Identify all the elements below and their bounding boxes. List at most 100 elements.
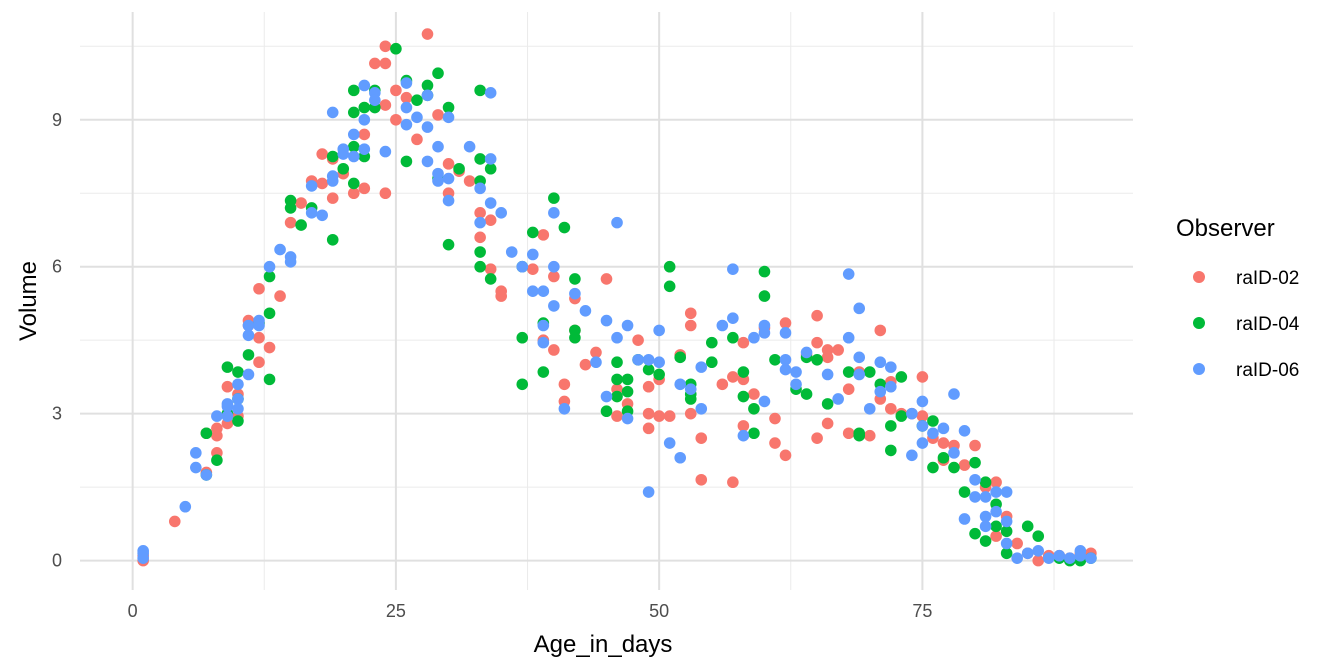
data-point xyxy=(979,520,992,533)
data-point xyxy=(495,285,508,298)
data-point xyxy=(611,390,623,403)
data-point xyxy=(137,552,149,564)
data-point xyxy=(526,285,539,298)
data-point xyxy=(642,486,655,498)
data-point xyxy=(400,118,413,131)
data-point xyxy=(421,89,434,102)
x-axis-title: Age_in_days xyxy=(534,631,673,658)
data-point xyxy=(305,207,318,219)
data-point xyxy=(811,336,823,349)
data-point xyxy=(927,415,939,427)
data-point xyxy=(748,331,760,344)
data-point xyxy=(284,216,297,229)
data-point xyxy=(558,378,571,391)
data-point xyxy=(474,216,486,229)
data-point xyxy=(474,260,486,273)
data-point xyxy=(1085,552,1097,564)
data-point xyxy=(853,351,866,364)
data-point xyxy=(906,407,918,420)
data-point xyxy=(232,393,244,405)
data-point xyxy=(769,412,781,425)
data-point xyxy=(1032,530,1045,542)
data-point xyxy=(611,356,623,369)
data-point xyxy=(621,319,634,332)
data-point xyxy=(885,444,897,457)
data-point xyxy=(379,40,392,53)
data-point xyxy=(642,353,655,366)
data-point xyxy=(537,319,550,332)
data-point xyxy=(695,361,708,373)
data-point xyxy=(937,451,950,464)
series-raID-02 xyxy=(137,28,1097,567)
data-point xyxy=(1000,537,1013,550)
data-point xyxy=(821,417,834,430)
data-point xyxy=(990,505,1002,518)
data-point xyxy=(674,378,687,391)
data-point xyxy=(969,491,981,503)
data-point xyxy=(221,380,234,393)
data-point xyxy=(937,422,950,435)
data-point xyxy=(211,410,223,422)
data-point xyxy=(484,197,497,209)
data-point xyxy=(305,180,318,192)
data-point xyxy=(748,388,760,400)
data-point xyxy=(790,366,802,378)
data-point xyxy=(1000,515,1013,528)
data-point xyxy=(800,388,813,400)
data-point xyxy=(695,473,708,486)
data-point xyxy=(979,476,992,489)
data-point xyxy=(253,331,265,344)
data-point xyxy=(537,336,550,349)
data-point xyxy=(811,353,823,366)
data-point xyxy=(369,94,381,106)
data-point xyxy=(811,309,823,322)
data-point xyxy=(400,155,413,168)
data-point xyxy=(958,459,971,471)
data-point xyxy=(474,246,486,258)
data-point xyxy=(190,447,202,459)
data-point xyxy=(779,317,792,329)
data-point xyxy=(358,79,371,92)
data-point xyxy=(484,87,497,99)
data-point xyxy=(558,221,571,234)
data-point xyxy=(1000,486,1013,498)
data-point xyxy=(885,402,897,415)
y-tick-label: 3 xyxy=(52,404,62,424)
data-point xyxy=(347,177,360,190)
data-point xyxy=(590,356,602,369)
data-point xyxy=(1053,549,1066,562)
data-point xyxy=(548,300,560,312)
data-point xyxy=(969,473,981,486)
data-point xyxy=(958,513,971,525)
data-point xyxy=(663,437,676,449)
data-point xyxy=(526,248,539,261)
data-point xyxy=(737,390,750,403)
data-point xyxy=(916,437,929,449)
data-point xyxy=(832,344,844,356)
legend-title: Observer xyxy=(1176,215,1275,242)
data-point xyxy=(916,420,929,432)
data-point xyxy=(779,363,792,376)
data-point xyxy=(316,177,328,190)
x-tick-label: 75 xyxy=(912,601,932,621)
data-point xyxy=(853,302,866,315)
data-point xyxy=(211,422,223,435)
data-point xyxy=(927,461,939,474)
data-point xyxy=(706,356,718,369)
data-point xyxy=(758,290,771,302)
y-tick-label: 9 xyxy=(52,110,62,130)
data-point xyxy=(621,412,634,425)
data-point xyxy=(548,344,560,356)
data-point xyxy=(748,427,760,440)
data-point xyxy=(347,106,360,119)
data-point xyxy=(706,336,718,349)
data-point xyxy=(263,270,276,283)
data-point xyxy=(548,207,560,219)
data-point xyxy=(821,368,834,381)
data-point xyxy=(958,425,971,437)
x-tick-label: 50 xyxy=(649,601,669,621)
data-point xyxy=(347,150,360,163)
data-point xyxy=(758,327,771,339)
data-point xyxy=(358,143,371,155)
data-point xyxy=(453,162,465,175)
